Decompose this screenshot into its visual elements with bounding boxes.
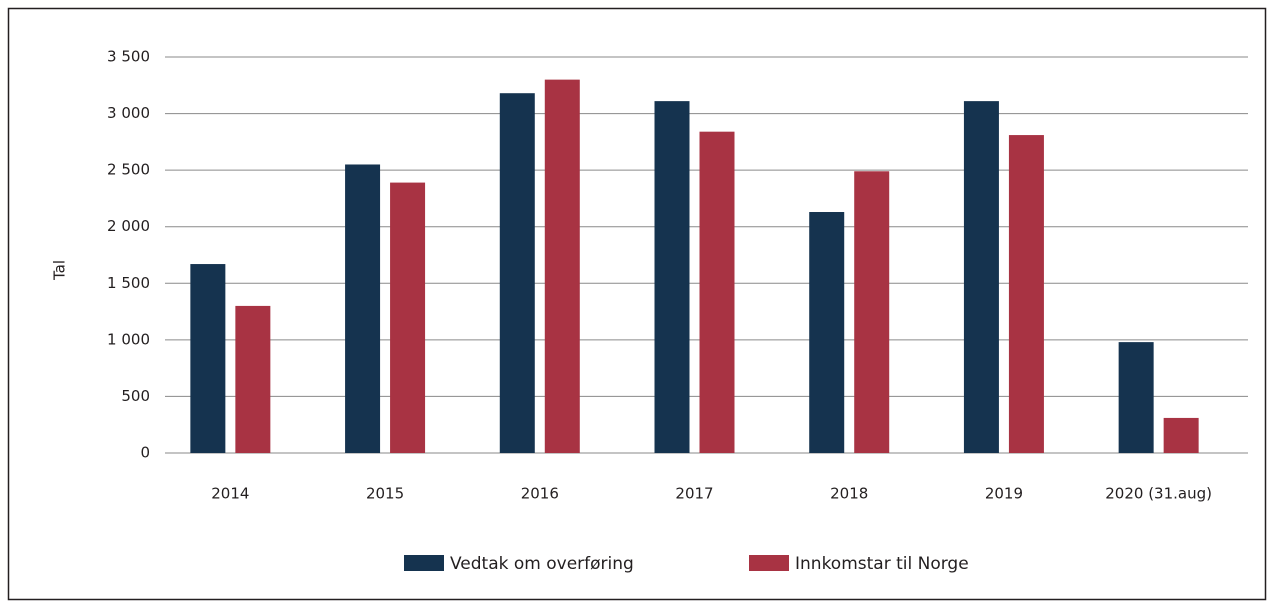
legend-label: Vedtak om overføring xyxy=(450,554,634,574)
y-axis-label: Tal xyxy=(51,260,69,281)
bar xyxy=(1118,342,1154,453)
x-tick-label: 2016 xyxy=(521,485,559,503)
x-tick-label: 2020 (31.aug) xyxy=(1105,485,1212,503)
bar xyxy=(544,79,580,453)
y-tick-label: 1 000 xyxy=(107,330,150,348)
y-tick-label: 0 xyxy=(140,444,150,462)
legend-swatch xyxy=(404,555,444,571)
x-tick-label: 2015 xyxy=(366,485,404,503)
frame xyxy=(7,7,1267,601)
bar xyxy=(190,264,226,453)
bar xyxy=(345,164,381,453)
bar xyxy=(499,93,535,453)
bar xyxy=(1008,135,1044,453)
y-tick-label: 3 000 xyxy=(107,104,150,122)
y-tick-label: 2 500 xyxy=(107,161,150,179)
bar xyxy=(390,182,426,454)
legend-label: Innkomstar til Norge xyxy=(795,554,969,574)
y-tick-label: 500 xyxy=(121,387,150,405)
bar xyxy=(235,305,271,453)
bar xyxy=(699,131,735,453)
x-tick-label: 2014 xyxy=(211,485,249,503)
bar xyxy=(963,101,999,453)
bar xyxy=(654,101,690,453)
bar xyxy=(1163,417,1199,453)
x-tick-label: 2019 xyxy=(985,485,1023,503)
x-tick-label: 2017 xyxy=(675,485,713,503)
bar xyxy=(809,212,845,453)
y-tick-label: 1 500 xyxy=(107,274,150,292)
y-tick-label: 2 000 xyxy=(107,217,150,235)
x-tick-label: 2018 xyxy=(830,485,868,503)
bar xyxy=(854,171,890,453)
y-tick-label: 3 500 xyxy=(107,48,150,66)
legend-swatch xyxy=(749,555,789,571)
